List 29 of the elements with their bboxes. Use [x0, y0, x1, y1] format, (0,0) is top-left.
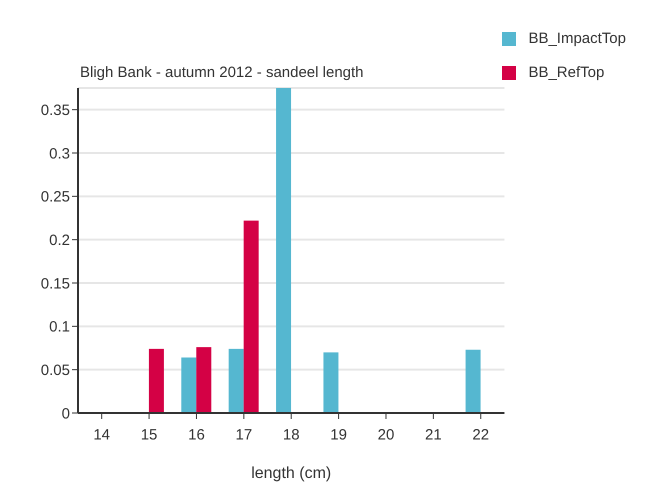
- y-tick-label: 0.1: [49, 318, 70, 336]
- y-tick-label: 0.3: [49, 145, 70, 162]
- x-tick-label: 19: [330, 426, 347, 444]
- x-axis-title: length (cm): [251, 465, 332, 482]
- y-tick-label: 0.25: [40, 188, 70, 206]
- bar: [228, 348, 244, 413]
- bar: [323, 352, 338, 413]
- legend-label: BB_RefTop: [528, 64, 604, 81]
- y-tick-label: 0.2: [49, 232, 70, 249]
- chart-title: Bligh Bank - autumn 2012 - sandeel length: [80, 64, 364, 81]
- x-tick-label: 15: [140, 426, 158, 444]
- x-tick-label: 14: [93, 426, 110, 444]
- bar: [276, 88, 292, 413]
- bar: [148, 348, 164, 413]
- x-tick-label: 20: [378, 426, 394, 444]
- x-tick-label: 16: [188, 426, 205, 444]
- y-tick-label: 0: [62, 405, 70, 422]
- x-tick-label: 21: [425, 426, 442, 444]
- bar: [244, 220, 259, 413]
- bar: [181, 358, 196, 413]
- x-tick-label: 17: [235, 426, 252, 444]
- bar: [466, 350, 481, 413]
- y-tick-label: 0.05: [40, 362, 70, 379]
- x-tick-label: 18: [282, 426, 300, 444]
- legend-label: BB_ImpactTop: [528, 30, 626, 47]
- bar: [196, 347, 212, 413]
- y-tick-label: 0.15: [40, 275, 70, 292]
- y-tick-label: 0.35: [40, 102, 70, 119]
- x-tick-label: 22: [472, 426, 490, 444]
